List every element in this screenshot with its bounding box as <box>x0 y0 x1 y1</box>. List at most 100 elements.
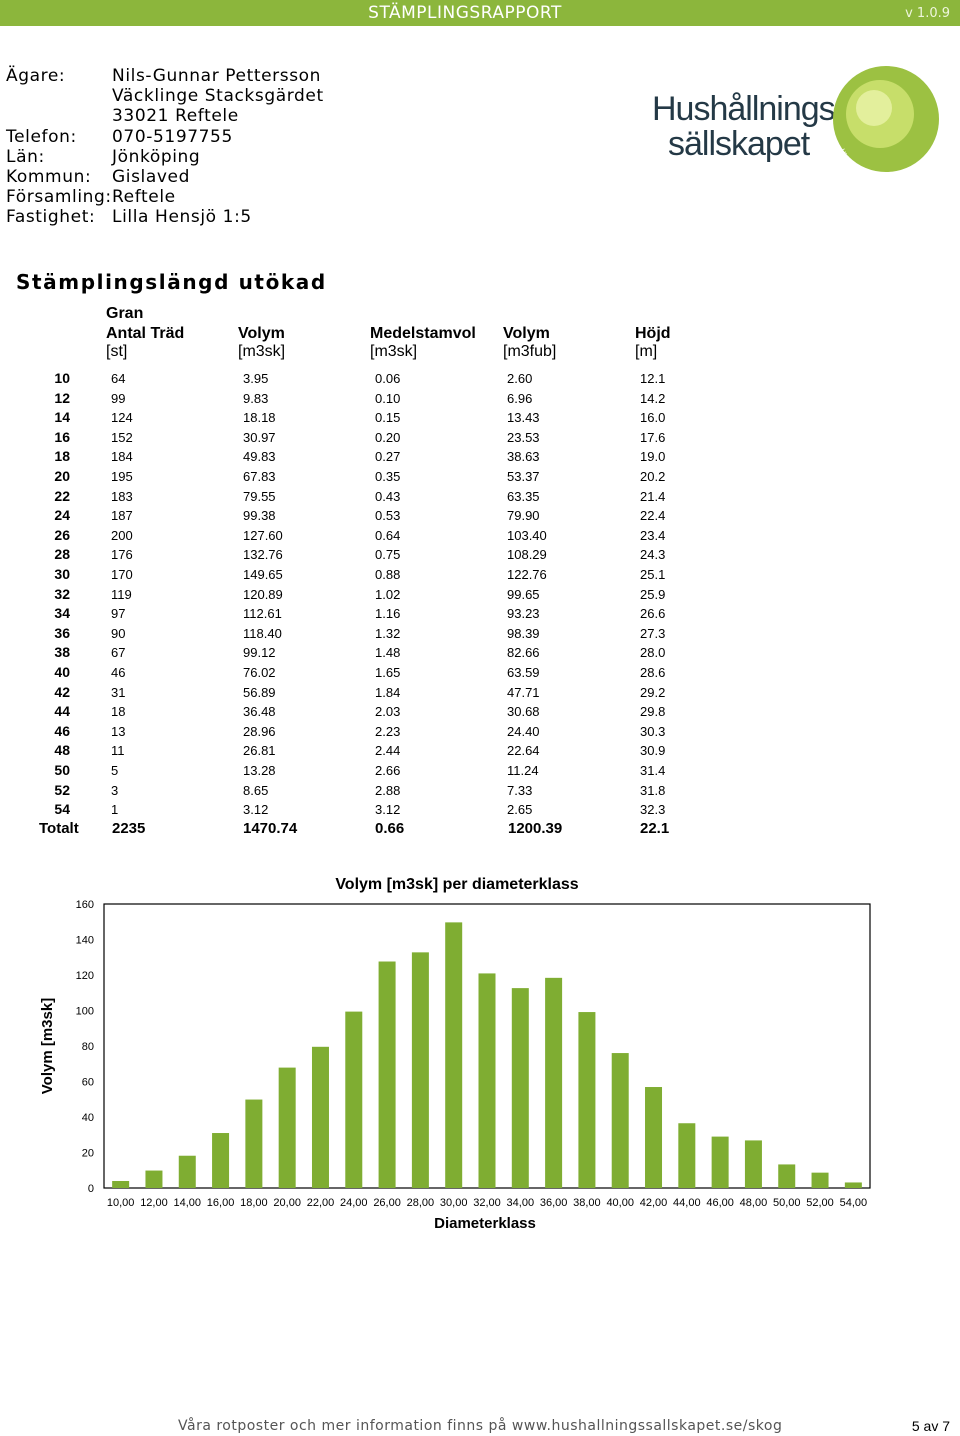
diameter-cell: 36 <box>54 624 70 641</box>
diameter-cell: 42 <box>54 683 70 700</box>
y-tick-label: 40 <box>82 1112 94 1124</box>
medelstamvol-cell: 0.06 <box>375 371 401 386</box>
page-number: 5 av 7 <box>911 1418 950 1434</box>
volym-sk-cell: 79.55 <box>243 488 276 504</box>
owner-row: Väcklinge Stacksgärdet <box>6 86 324 106</box>
volym-fub-cell: 82.66 <box>507 645 540 661</box>
antal-cell: 183 <box>111 488 133 504</box>
logo-highlight <box>856 90 892 126</box>
diameter-cell: 52 <box>54 781 70 798</box>
column-header: Volym [m3fub] <box>503 325 556 361</box>
table-row: 48 11 26.81 2.44 22.64 30.9 <box>0 741 700 761</box>
x-tick-label: 50,00 <box>773 1197 801 1209</box>
medelstamvol-cell: 0.20 <box>375 429 401 445</box>
x-tick-label: 46,00 <box>706 1197 734 1209</box>
hojd-cell: 29.8 <box>640 704 666 720</box>
owner-label: Kommun: <box>6 166 92 187</box>
table-row: 28 176 132.76 0.75 108.29 24.3 <box>0 545 700 565</box>
medelstamvol-cell: 2.03 <box>375 704 401 720</box>
volym-fub-cell: 6.96 <box>507 390 533 406</box>
y-tick-label: 120 <box>76 970 94 982</box>
x-tick-label: 30,00 <box>440 1197 468 1209</box>
diameter-cell: 14 <box>54 409 70 426</box>
bar-18-00 <box>245 1099 263 1188</box>
table-row: 26 200 127.60 0.64 103.40 23.4 <box>0 526 700 546</box>
owner-value: 070-5197755 <box>112 126 233 147</box>
column-name: Medelstamvol <box>370 325 476 342</box>
volym-sk-cell: 8.65 <box>243 782 269 798</box>
owner-row: Län: Jönköping <box>6 147 324 167</box>
volym-sk-cell: 132.76 <box>243 547 283 563</box>
owner-row: Ägare: Nils-Gunnar Pettersson <box>6 66 324 86</box>
column-unit: [m3fub] <box>503 343 557 360</box>
antal-cell: 31 <box>111 684 126 700</box>
owner-value: Jönköping <box>112 146 201 167</box>
volym-fub-cell: 53.37 <box>507 469 540 484</box>
volume-bar-chart: Volym [m3sk] per diameterklass 0 20 40 60 80 1… <box>39 876 871 1232</box>
y-tick-label: 80 <box>82 1041 94 1053</box>
table-row: 46 13 28.96 2.23 24.40 30.3 <box>0 722 700 742</box>
owner-row: Församling:Reftele <box>6 187 324 207</box>
bar-42-00 <box>645 1087 663 1188</box>
x-tick-label: 22,00 <box>307 1197 335 1209</box>
y-axis-label: Volym [m3sk] <box>39 998 56 1094</box>
volym-fub-cell: 93.23 <box>507 606 540 622</box>
hojd-cell: 30.9 <box>640 743 666 759</box>
table-row: 14 124 18.18 0.15 13.43 16.0 <box>0 408 700 428</box>
x-tick-label: 20,00 <box>273 1197 301 1209</box>
report-header-bar: STÄMPLINGSRAPPORT v 1.0.9 <box>0 0 960 26</box>
antal-cell: 13 <box>111 723 126 739</box>
antal-cell: 200 <box>111 527 133 543</box>
diameter-cell: 12 <box>54 389 70 406</box>
volym-sk-cell: 26.81 <box>243 743 276 759</box>
diameter-cell: 32 <box>54 585 70 602</box>
hojd-cell: 16.0 <box>640 410 666 426</box>
table-row: 34 97 112.61 1.16 93.23 26.6 <box>0 604 700 624</box>
diameter-cell: 10 <box>54 370 70 386</box>
table-row: 38 67 99.12 1.48 82.66 28.0 <box>0 643 700 663</box>
bar-50-00 <box>778 1164 796 1188</box>
bar-48-00 <box>744 1140 762 1188</box>
volym-fub-cell: 23.53 <box>507 429 540 445</box>
table-row: 52 3 8.65 2.88 7.33 31.8 <box>0 781 700 801</box>
table-row: 10 64 3.95 0.06 2.60 12.1 <box>0 369 700 389</box>
antal-cell: 90 <box>111 625 126 641</box>
volym-fub-cell: 47.71 <box>507 684 540 700</box>
total-label: Totalt <box>39 820 79 837</box>
volym-fub-cell: 11.24 <box>507 763 539 778</box>
diameter-cell: 26 <box>54 526 70 543</box>
antal-cell: 97 <box>111 606 126 622</box>
owner-label: Fastighet: <box>6 207 96 228</box>
table-row: 20 195 67.83 0.35 53.37 20.2 <box>0 467 700 487</box>
diameter-cell: 24 <box>54 507 70 524</box>
volym-fub-cell: 98.39 <box>507 625 540 641</box>
table-row: 40 46 76.02 1.65 63.59 28.6 <box>0 663 700 683</box>
volym-sk-cell: 28.96 <box>243 723 276 739</box>
x-tick-label: 14,00 <box>173 1197 201 1209</box>
x-tick-label: 28,00 <box>407 1197 435 1209</box>
column-name: Höjd <box>635 325 671 342</box>
hojd-cell: 28.6 <box>640 665 666 680</box>
y-tick-label: 20 <box>82 1148 94 1160</box>
medelstamvol-cell: 2.44 <box>375 743 401 759</box>
x-tick-label: 18,00 <box>240 1197 268 1209</box>
owner-label: Telefon: <box>6 126 77 147</box>
owner-value: Nils-Gunnar Pettersson <box>112 66 322 86</box>
volym-sk-cell: 3.95 <box>243 371 269 386</box>
hojd-cell: 28.0 <box>640 645 666 661</box>
x-tick-label: 44,00 <box>673 1197 701 1209</box>
antal-cell: 195 <box>111 469 133 484</box>
medelstamvol-cell: 2.88 <box>375 782 401 798</box>
table-row: 44 18 36.48 2.03 30.68 29.8 <box>0 702 700 722</box>
hojd-cell: 19.0 <box>640 449 666 465</box>
owner-label: Ägare: <box>6 66 66 86</box>
total-volym-fub: 1200.39 <box>508 820 563 837</box>
x-tick-label: 52,00 <box>806 1197 834 1209</box>
diameter-cell: 16 <box>54 428 70 445</box>
x-tick-label: 38,00 <box>573 1197 601 1209</box>
antal-cell: 67 <box>111 645 126 661</box>
hojd-cell: 31.4 <box>640 763 666 778</box>
hojd-cell: 27.3 <box>640 625 666 641</box>
volym-fub-cell: 24.40 <box>507 723 540 739</box>
total-volym-sk: 1470.74 <box>243 820 298 837</box>
